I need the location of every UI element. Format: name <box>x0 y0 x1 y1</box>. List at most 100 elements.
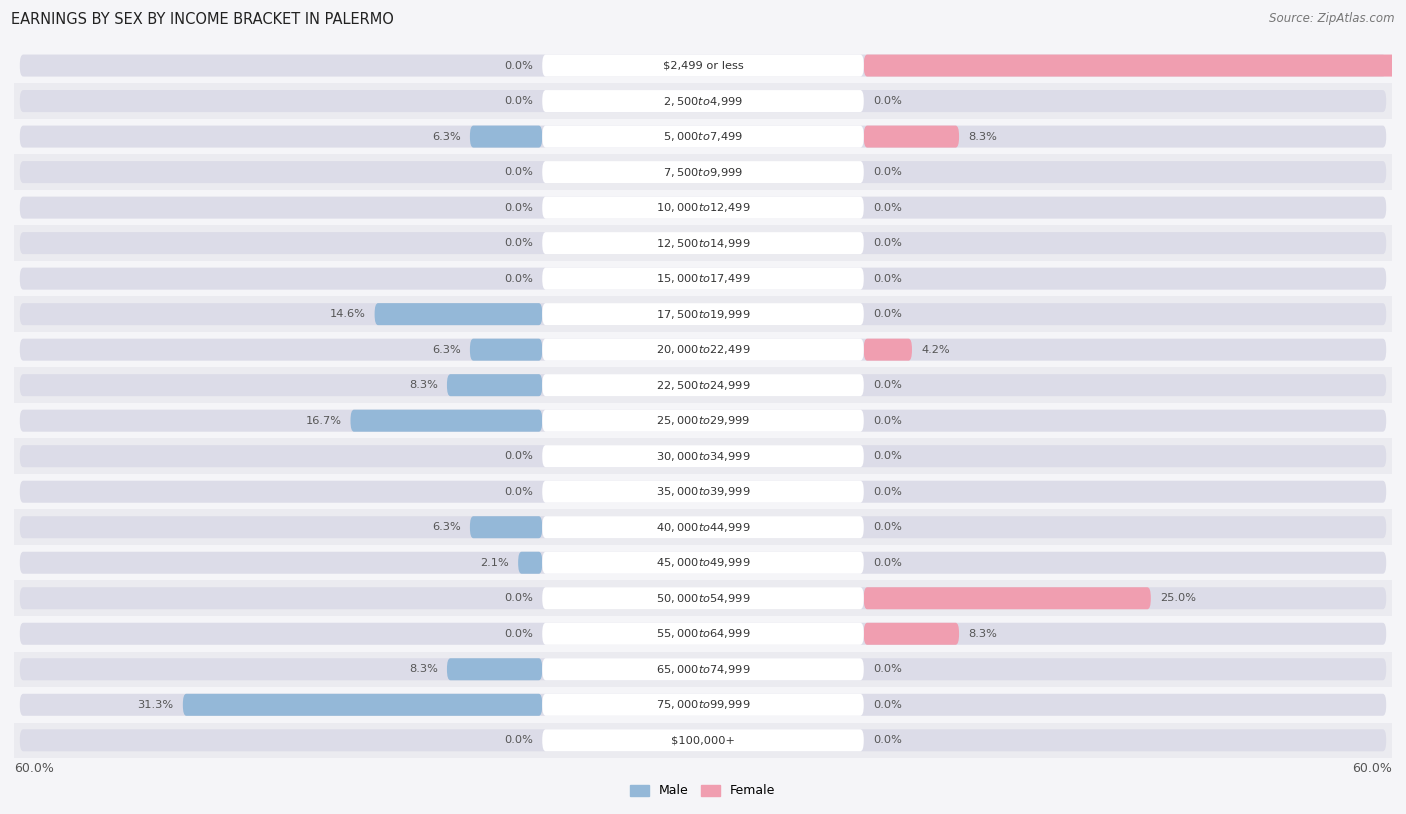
FancyBboxPatch shape <box>470 339 543 361</box>
FancyBboxPatch shape <box>20 445 1386 467</box>
Text: 0.0%: 0.0% <box>873 380 901 390</box>
FancyBboxPatch shape <box>543 339 863 361</box>
Text: $50,000 to $54,999: $50,000 to $54,999 <box>655 592 751 605</box>
FancyBboxPatch shape <box>543 694 863 716</box>
Bar <box>14 332 1392 367</box>
FancyBboxPatch shape <box>20 409 1386 431</box>
Text: 60.0%: 60.0% <box>1353 763 1392 775</box>
Bar <box>14 616 1392 651</box>
Text: 0.0%: 0.0% <box>505 239 533 248</box>
Text: $22,500 to $24,999: $22,500 to $24,999 <box>655 379 751 392</box>
FancyBboxPatch shape <box>20 587 1386 609</box>
Text: $55,000 to $64,999: $55,000 to $64,999 <box>655 628 751 641</box>
FancyBboxPatch shape <box>20 694 1386 716</box>
Text: $30,000 to $34,999: $30,000 to $34,999 <box>655 449 751 462</box>
FancyBboxPatch shape <box>543 552 863 574</box>
FancyBboxPatch shape <box>20 729 1386 751</box>
Bar <box>14 155 1392 190</box>
Text: 8.3%: 8.3% <box>409 380 437 390</box>
FancyBboxPatch shape <box>543 90 863 112</box>
FancyBboxPatch shape <box>20 268 1386 290</box>
Text: 60.0%: 60.0% <box>14 763 53 775</box>
Text: $7,500 to $9,999: $7,500 to $9,999 <box>664 165 742 178</box>
Text: 0.0%: 0.0% <box>873 416 901 426</box>
Bar <box>14 723 1392 758</box>
Text: 0.0%: 0.0% <box>505 274 533 283</box>
FancyBboxPatch shape <box>543 125 863 147</box>
Bar <box>14 651 1392 687</box>
FancyBboxPatch shape <box>447 659 543 681</box>
FancyBboxPatch shape <box>470 516 543 538</box>
FancyBboxPatch shape <box>863 339 912 361</box>
FancyBboxPatch shape <box>543 161 863 183</box>
FancyBboxPatch shape <box>20 303 1386 325</box>
FancyBboxPatch shape <box>20 516 1386 538</box>
Text: 0.0%: 0.0% <box>505 487 533 497</box>
FancyBboxPatch shape <box>20 55 1386 77</box>
Bar <box>14 687 1392 723</box>
Text: 0.0%: 0.0% <box>873 167 901 177</box>
Bar <box>14 403 1392 439</box>
FancyBboxPatch shape <box>374 303 543 325</box>
Text: $100,000+: $100,000+ <box>671 735 735 746</box>
Text: $25,000 to $29,999: $25,000 to $29,999 <box>655 414 751 427</box>
Text: 2.1%: 2.1% <box>481 558 509 567</box>
FancyBboxPatch shape <box>447 374 543 396</box>
Text: $65,000 to $74,999: $65,000 to $74,999 <box>655 663 751 676</box>
Text: 0.0%: 0.0% <box>873 735 901 746</box>
Text: 8.3%: 8.3% <box>969 628 997 639</box>
FancyBboxPatch shape <box>20 374 1386 396</box>
Text: $20,000 to $22,499: $20,000 to $22,499 <box>655 344 751 357</box>
FancyBboxPatch shape <box>543 197 863 219</box>
Bar <box>14 545 1392 580</box>
Text: 0.0%: 0.0% <box>505 167 533 177</box>
Text: 6.3%: 6.3% <box>432 523 461 532</box>
Text: 0.0%: 0.0% <box>505 628 533 639</box>
Text: 4.2%: 4.2% <box>921 344 950 355</box>
Text: EARNINGS BY SEX BY INCOME BRACKET IN PALERMO: EARNINGS BY SEX BY INCOME BRACKET IN PAL… <box>11 12 394 27</box>
FancyBboxPatch shape <box>183 694 543 716</box>
FancyBboxPatch shape <box>543 659 863 681</box>
FancyBboxPatch shape <box>543 445 863 467</box>
Text: 31.3%: 31.3% <box>138 700 174 710</box>
Text: 14.6%: 14.6% <box>329 309 366 319</box>
FancyBboxPatch shape <box>543 268 863 290</box>
Bar <box>14 474 1392 510</box>
FancyBboxPatch shape <box>350 409 543 431</box>
Text: $12,500 to $14,999: $12,500 to $14,999 <box>655 237 751 250</box>
FancyBboxPatch shape <box>543 729 863 751</box>
Bar <box>14 119 1392 155</box>
FancyBboxPatch shape <box>543 374 863 396</box>
Bar <box>14 510 1392 545</box>
Text: $40,000 to $44,999: $40,000 to $44,999 <box>655 521 751 534</box>
Text: 0.0%: 0.0% <box>873 96 901 106</box>
Text: $75,000 to $99,999: $75,000 to $99,999 <box>655 698 751 711</box>
Text: $2,500 to $4,999: $2,500 to $4,999 <box>664 94 742 107</box>
Bar <box>14 190 1392 225</box>
Text: $45,000 to $49,999: $45,000 to $49,999 <box>655 556 751 569</box>
Text: 0.0%: 0.0% <box>505 593 533 603</box>
FancyBboxPatch shape <box>543 623 863 645</box>
FancyBboxPatch shape <box>863 125 959 147</box>
Text: 0.0%: 0.0% <box>873 309 901 319</box>
Text: $17,500 to $19,999: $17,500 to $19,999 <box>655 308 751 321</box>
FancyBboxPatch shape <box>20 197 1386 219</box>
Text: $10,000 to $12,499: $10,000 to $12,499 <box>655 201 751 214</box>
Text: 0.0%: 0.0% <box>505 451 533 462</box>
Text: 0.0%: 0.0% <box>873 239 901 248</box>
Bar <box>14 367 1392 403</box>
FancyBboxPatch shape <box>20 161 1386 183</box>
Text: 6.3%: 6.3% <box>432 344 461 355</box>
Bar <box>14 580 1392 616</box>
Text: $35,000 to $39,999: $35,000 to $39,999 <box>655 485 751 498</box>
Text: 0.0%: 0.0% <box>873 203 901 212</box>
Text: $2,499 or less: $2,499 or less <box>662 60 744 71</box>
Text: $15,000 to $17,499: $15,000 to $17,499 <box>655 272 751 285</box>
Text: 0.0%: 0.0% <box>873 700 901 710</box>
FancyBboxPatch shape <box>20 339 1386 361</box>
FancyBboxPatch shape <box>863 55 1406 77</box>
Text: 0.0%: 0.0% <box>873 274 901 283</box>
FancyBboxPatch shape <box>20 481 1386 503</box>
FancyBboxPatch shape <box>20 125 1386 147</box>
FancyBboxPatch shape <box>543 516 863 538</box>
